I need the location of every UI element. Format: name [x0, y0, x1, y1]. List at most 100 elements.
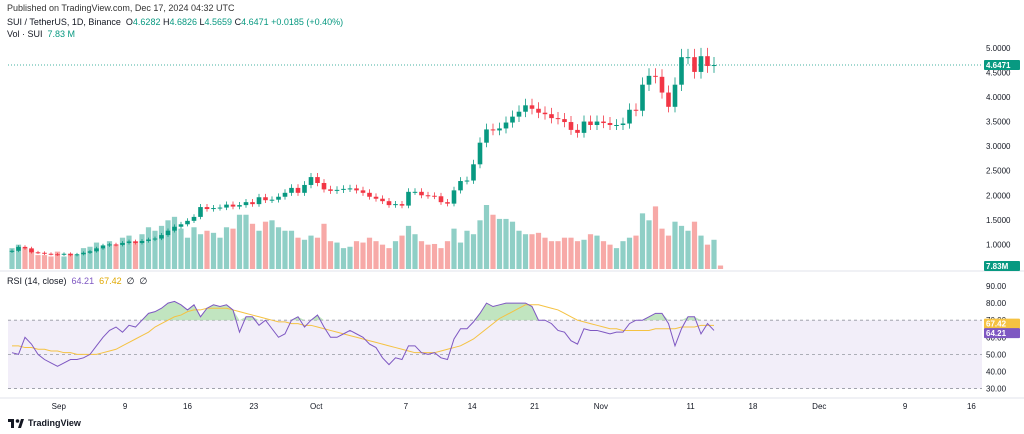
volume-bar — [691, 221, 698, 269]
volume-bar — [223, 227, 230, 269]
volume-bar — [438, 248, 444, 269]
candle-body — [386, 201, 392, 206]
symbol-header: SUI / TetherUS, 1D, Binance O4.6282 H4.6… — [7, 17, 343, 27]
candle-body — [230, 204, 236, 207]
volume-bar — [100, 248, 106, 269]
volume-bar — [295, 237, 301, 269]
candle-body — [341, 188, 346, 190]
candle-body — [100, 245, 106, 249]
volume-bar — [22, 248, 28, 269]
time-tick-label: 9 — [123, 402, 128, 411]
candle-body — [484, 129, 489, 143]
volume-bar — [509, 221, 516, 269]
time-tick-label: Dec — [812, 402, 826, 411]
rsi-tick-label: 50.00 — [986, 350, 1007, 359]
candle-body — [328, 189, 333, 191]
candle-body — [211, 208, 216, 210]
candle-body — [165, 230, 171, 236]
candle-body — [711, 65, 717, 67]
volume-bar — [353, 241, 360, 269]
candle-body — [367, 192, 372, 197]
rsi-extra-2: ∅ — [139, 276, 148, 286]
candle-body — [295, 187, 301, 193]
time-tick-label: 16 — [183, 402, 192, 411]
volume-bar — [516, 230, 522, 269]
candle-body — [276, 196, 281, 200]
candle-body — [282, 192, 288, 197]
volume-bar — [139, 234, 145, 269]
rsi-tick-label: 90.00 — [986, 282, 1007, 291]
rsi-tick-label: 40.00 — [986, 367, 1007, 376]
volume-bar — [685, 230, 691, 269]
volume-bar — [210, 232, 217, 269]
volume-bar — [717, 265, 724, 269]
candle-body — [237, 205, 242, 207]
volume-bar — [529, 234, 535, 269]
price-tick-label: 2.5000 — [986, 167, 1011, 176]
volume-bar — [204, 230, 210, 269]
rsi-tick-label: 80.00 — [986, 299, 1007, 308]
ohlc-low: L4.5659 — [199, 17, 233, 27]
candle-body — [503, 122, 509, 129]
candle-body — [601, 121, 606, 124]
candle-body — [692, 57, 697, 72]
volume-bar — [119, 237, 126, 269]
candle-body — [289, 187, 294, 193]
volume-bar — [535, 232, 542, 269]
volume-bar — [301, 239, 308, 269]
candle-body — [159, 235, 164, 239]
volume-bar — [243, 214, 249, 269]
volume-bar — [659, 228, 665, 269]
volume-bar — [607, 244, 613, 269]
candle-body — [139, 240, 145, 243]
price-tick-label: 5.0000 — [986, 44, 1011, 53]
brand-name: TradingView — [28, 418, 81, 428]
volume-bar — [412, 234, 418, 269]
candle-body — [61, 253, 67, 255]
volume-bar — [464, 230, 470, 269]
volume-bar — [555, 241, 561, 269]
price-tick-label: 1.0000 — [986, 240, 1011, 249]
volume-bar — [61, 256, 67, 269]
volume-bar — [698, 235, 704, 269]
candle-body — [646, 75, 652, 85]
rsi-tick-label: 30.00 — [986, 385, 1007, 394]
candle-body — [22, 246, 28, 249]
volume-bar — [93, 242, 100, 269]
candle-body — [29, 248, 34, 253]
candle-body — [568, 122, 574, 130]
candle-body — [263, 197, 268, 201]
volume-bar — [9, 248, 15, 269]
volume-bar — [347, 246, 353, 269]
time-tick-label: 18 — [749, 402, 758, 411]
candle-body — [48, 253, 54, 255]
candle-body — [562, 119, 567, 123]
candle-body — [380, 198, 385, 202]
volume-bar — [262, 221, 269, 269]
volume-bar — [522, 234, 529, 269]
rsi-lines — [11, 300, 715, 367]
volume-bar — [334, 242, 340, 269]
candle-body — [425, 195, 431, 197]
volume-bar — [444, 241, 451, 269]
candle-body — [575, 129, 580, 133]
candle-body — [217, 207, 223, 209]
candle-body — [42, 252, 47, 254]
candle-body — [120, 242, 125, 245]
candle-body — [185, 220, 190, 225]
volume-bar — [542, 237, 548, 269]
volume-bar — [561, 237, 568, 269]
volume-bar — [80, 248, 87, 269]
volume-bar — [87, 246, 93, 269]
candle-body — [614, 124, 619, 126]
candle-body — [640, 84, 645, 111]
ohlc-close: C4.6471 — [234, 17, 269, 27]
tradingview-logo[interactable]: TradingView — [8, 418, 81, 428]
time-tick-label: 21 — [530, 402, 539, 411]
candle-body — [204, 207, 210, 210]
volume-bar — [366, 237, 373, 269]
volume-bar — [451, 228, 457, 269]
candle-body — [321, 182, 327, 190]
candle-body — [581, 121, 587, 133]
